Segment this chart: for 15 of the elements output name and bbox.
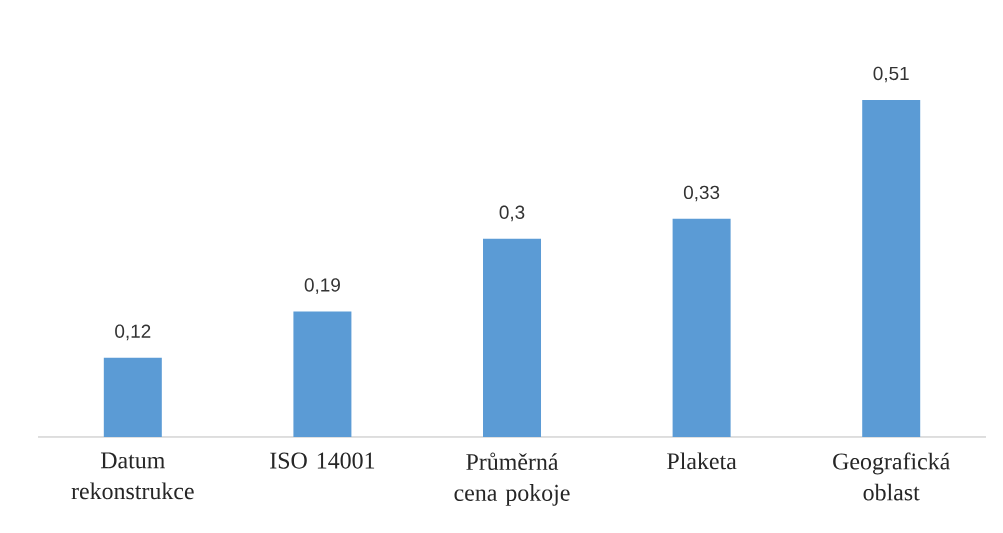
data-label: 0,19 <box>304 278 340 294</box>
x-tick-label: Plaketa <box>667 452 737 470</box>
bar <box>103 357 162 437</box>
bar <box>862 99 921 437</box>
data-label: 0,51 <box>873 66 909 83</box>
bar <box>483 238 542 437</box>
bar <box>293 311 352 437</box>
x-tick-label: Geografická oblast <box>833 452 950 501</box>
data-label: 0,3 <box>499 205 525 222</box>
data-label: 0,12 <box>115 324 151 341</box>
data-label: 0,33 <box>683 185 720 202</box>
x-tick-label: Průměrná cena pokoje <box>454 452 570 506</box>
x-tick-label: ISO 14001 <box>270 452 375 469</box>
bar <box>672 218 731 437</box>
x-tick-label: Datum rekonstrukce <box>71 452 194 500</box>
